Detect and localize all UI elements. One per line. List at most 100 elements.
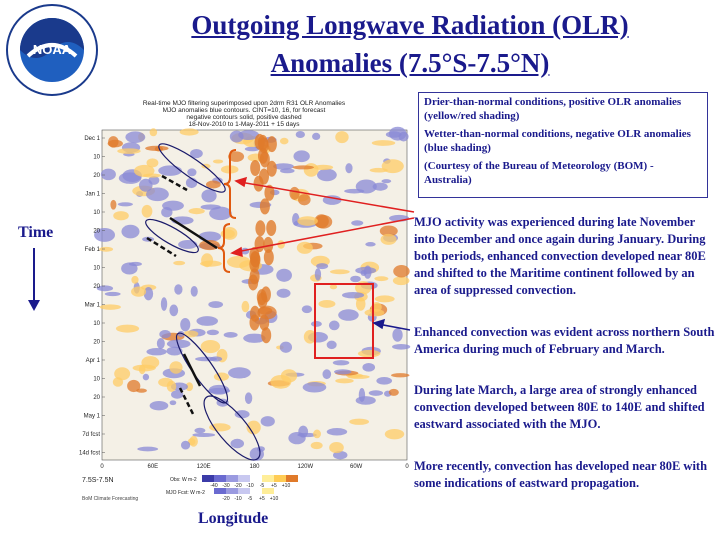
anomaly-blob	[266, 136, 277, 153]
anomaly-blob	[376, 376, 393, 385]
anomaly-blob	[158, 377, 174, 387]
anomaly-blob	[374, 276, 389, 282]
colorbar-value: -40	[210, 483, 217, 489]
anomaly-blob	[112, 377, 124, 387]
longitude-label: 60E	[147, 464, 158, 470]
anomaly-blob	[117, 148, 141, 154]
anomaly-blob	[297, 194, 311, 206]
anomaly-blob	[380, 233, 397, 245]
south-america-highlight-box	[314, 283, 374, 359]
anomaly-blob	[158, 165, 182, 176]
anomaly-blob	[94, 228, 116, 242]
date-label: 14d fcst	[79, 451, 100, 457]
mjo-solid-lines	[169, 216, 218, 387]
anomaly-blob	[379, 225, 398, 237]
anomaly-blob	[326, 340, 337, 350]
anomaly-blob	[371, 140, 396, 146]
date-label: 20	[93, 229, 100, 235]
anomaly-blob	[243, 333, 266, 343]
anomaly-blob	[391, 373, 410, 378]
anomaly-blob	[201, 189, 217, 203]
anomaly-blob	[137, 446, 159, 452]
anomaly-blob	[259, 151, 270, 168]
longitude-label: 60W	[350, 464, 363, 470]
anomaly-blob	[292, 212, 300, 226]
anomaly-blob	[357, 349, 381, 358]
anomaly-blob	[169, 361, 183, 374]
colorbar-value: -10	[246, 483, 253, 489]
anomaly-blob	[132, 364, 156, 372]
colorbar-value-lower: +10	[270, 496, 279, 502]
anomaly-blob	[344, 188, 365, 194]
title-line-2: Anomalies (7.5°S-7.5°N)	[270, 48, 550, 78]
anomaly-blob	[209, 423, 231, 432]
anomaly-blob	[392, 276, 410, 286]
anomaly-blob	[100, 168, 116, 181]
anomaly-blob	[289, 186, 300, 200]
anomaly-blob	[107, 139, 123, 148]
anomaly-blob	[342, 291, 365, 299]
longitude-axis-labels: 0 60E 120E 180 120W 60W 0	[100, 464, 409, 470]
anomaly-blob	[329, 269, 350, 275]
anomaly-blob	[335, 378, 354, 384]
time-arrow-icon	[28, 248, 40, 311]
anomaly-blob	[384, 428, 405, 440]
colorbar-value-lower: -20	[222, 496, 229, 502]
recent-convection-text: More recently, convection has developed …	[414, 459, 708, 490]
anomaly-blob	[139, 178, 153, 192]
figure-heading-line: 18-Nov-2010 to 1-May-2011 + 15 days	[189, 121, 301, 128]
date-label: May 1	[84, 414, 101, 420]
figure-heading-line: Real-time MJO filtering superimposed upo…	[143, 100, 346, 107]
anomaly-blob	[338, 309, 359, 321]
anomaly-blob	[293, 150, 310, 163]
anomaly-blob	[302, 382, 327, 393]
anomaly-blob	[250, 159, 261, 176]
longitude-axis-label: Longitude	[198, 510, 269, 527]
colorbar-value: -5	[260, 483, 265, 489]
anomaly-blob	[149, 128, 158, 137]
anomaly-blob	[261, 327, 272, 344]
date-label: 7d fcst	[82, 432, 100, 438]
anomaly-blob	[313, 164, 334, 171]
anomaly-blob	[318, 299, 336, 308]
anomaly-blob	[201, 253, 214, 268]
anomaly-blob	[183, 330, 199, 338]
anomaly-blob	[393, 264, 410, 278]
anomaly-blob	[385, 131, 402, 138]
mjo-activity-text: MJO activity was experienced during late…	[414, 215, 706, 297]
anomaly-blob	[368, 390, 384, 396]
anomaly-blob	[259, 314, 270, 331]
title-line-1: Outgoing Longwave Radiation (OLR)	[191, 10, 629, 40]
anomaly-blob	[316, 263, 329, 270]
anomaly-blob	[301, 305, 313, 314]
anomaly-blob	[292, 165, 314, 170]
anomaly-blob	[104, 291, 121, 297]
anomaly-blob	[177, 330, 185, 338]
anomaly-blob	[288, 432, 306, 445]
anomaly-blob	[334, 369, 352, 375]
colorbar-value-lower: -10	[234, 496, 241, 502]
anomaly-blob	[392, 328, 403, 342]
anomaly-blob	[349, 418, 370, 425]
colorbar-value-lower: -5	[248, 496, 253, 502]
anomaly-blob	[113, 211, 129, 221]
anomaly-blob	[332, 360, 350, 366]
anomaly-blob	[178, 240, 198, 249]
anomaly-blob	[185, 382, 194, 392]
anomaly-blob	[131, 286, 147, 297]
anomaly-blob	[190, 285, 198, 297]
anomaly-blob	[121, 224, 140, 239]
anomaly-blob	[180, 440, 191, 450]
anomaly-blob	[121, 262, 138, 275]
date-label: 10	[93, 155, 100, 161]
anomaly-blob	[209, 206, 232, 221]
anomaly-blob	[328, 320, 340, 331]
anomaly-blob	[372, 182, 388, 191]
orange-brackets	[217, 149, 237, 273]
anomaly-blob	[234, 410, 250, 419]
anomaly-blob	[127, 379, 141, 393]
anomaly-blob	[99, 246, 114, 252]
anomaly-blob	[312, 132, 321, 141]
anomaly-blob	[146, 348, 167, 356]
